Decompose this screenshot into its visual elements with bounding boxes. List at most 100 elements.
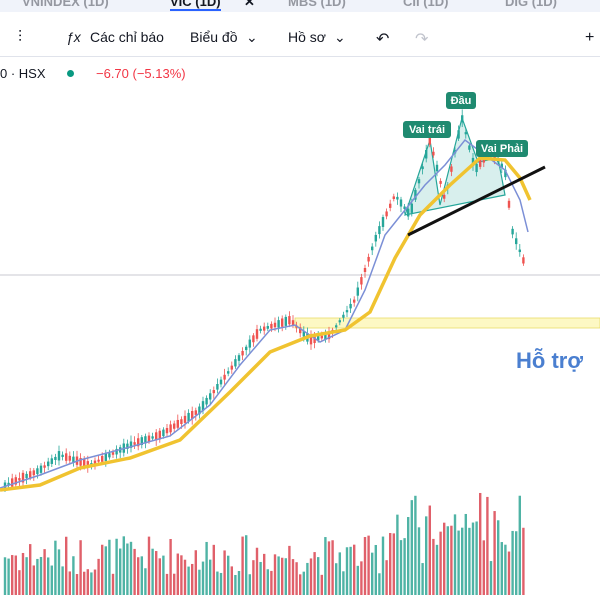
candle xyxy=(72,456,75,463)
volume-bar xyxy=(302,571,305,595)
volume-bar xyxy=(245,535,248,595)
profile-button[interactable]: Hồ sơ xyxy=(288,29,326,45)
candle xyxy=(450,166,453,172)
volume-bar xyxy=(212,544,215,595)
candle xyxy=(320,335,323,339)
volume-bar xyxy=(194,550,197,595)
chart-button[interactable]: Biểu đồ xyxy=(190,29,238,45)
volume-bar xyxy=(450,525,453,595)
candle xyxy=(378,226,381,235)
volume-bar xyxy=(428,505,431,595)
candle xyxy=(259,328,262,331)
candle xyxy=(284,316,287,326)
volume-bar xyxy=(453,514,457,595)
candle xyxy=(126,443,129,449)
tab[interactable]: VIC (1D) xyxy=(170,0,221,11)
volume-bar xyxy=(158,558,161,595)
volume-bar xyxy=(162,555,165,595)
candle xyxy=(443,194,446,199)
volume-bar xyxy=(479,492,482,595)
candle xyxy=(342,314,345,318)
volume-bar xyxy=(518,495,521,595)
candle xyxy=(111,452,115,455)
candle xyxy=(176,419,179,428)
left-shoulder-label: Vai trái xyxy=(409,124,445,136)
candle xyxy=(353,299,356,303)
volume-bar xyxy=(396,514,399,595)
candle xyxy=(21,472,25,483)
volume-bar xyxy=(129,541,133,595)
candle xyxy=(371,246,374,251)
symbol-exchange: 0 · HSX xyxy=(0,66,46,81)
tab[interactable]: MBS (1D) xyxy=(288,0,346,9)
volume-bar xyxy=(511,530,514,595)
volume-bar xyxy=(122,536,125,595)
volume-bar xyxy=(252,560,255,595)
candle xyxy=(403,206,406,210)
volume-bar xyxy=(363,537,367,595)
redo-button[interactable]: ↷ xyxy=(415,31,429,48)
close-icon[interactable]: ✕ xyxy=(244,0,255,9)
candle xyxy=(324,332,327,340)
candle xyxy=(255,329,259,339)
volume-bar xyxy=(266,569,269,595)
candle xyxy=(83,458,86,468)
candle xyxy=(104,453,107,462)
candle xyxy=(317,335,320,341)
candle xyxy=(183,415,187,423)
volume-bar xyxy=(151,548,154,595)
volume-bar xyxy=(32,565,35,595)
candle xyxy=(11,478,14,487)
volume-bar xyxy=(317,557,320,595)
volume-bar xyxy=(90,572,93,595)
volume-bar xyxy=(219,572,223,595)
candle xyxy=(464,132,467,135)
candle xyxy=(18,478,21,481)
volume-bar xyxy=(327,541,331,595)
candle xyxy=(43,465,46,468)
volume-bar xyxy=(425,516,428,595)
volume-bar xyxy=(183,559,187,595)
volume-bar xyxy=(493,511,496,595)
volume-bar xyxy=(39,556,43,595)
candle xyxy=(147,435,151,442)
dropdown-icon[interactable]: ⌄ xyxy=(334,29,346,45)
volume-bar xyxy=(263,553,266,595)
candle xyxy=(97,459,100,462)
volume-bar xyxy=(36,558,39,595)
volume-bar xyxy=(342,571,345,595)
volume-bar xyxy=(457,530,460,595)
volume-bar xyxy=(435,544,439,595)
tab[interactable]: VNINDEX (1D) xyxy=(22,0,109,9)
volume-bar xyxy=(83,571,86,595)
candle xyxy=(349,303,352,309)
volume-bar xyxy=(57,549,61,595)
volume-bar xyxy=(237,571,241,595)
support-zone xyxy=(294,317,600,329)
volume-bar xyxy=(93,569,97,595)
dropdown-icon[interactable]: ⌄ xyxy=(246,29,258,45)
candle xyxy=(281,318,284,327)
indicators-button[interactable]: Các chỉ báo xyxy=(90,29,164,45)
candle xyxy=(180,419,183,425)
candle xyxy=(277,320,280,328)
candle xyxy=(245,346,248,351)
candle xyxy=(227,371,230,374)
candle xyxy=(151,436,154,439)
volume-bar xyxy=(507,551,511,595)
volume-bar xyxy=(29,544,32,595)
fx-icon[interactable]: ƒx xyxy=(66,29,81,45)
candle xyxy=(212,390,215,394)
toolbar: ⫶ ƒx Các chỉ báo Biểu đồ ⌄ Hồ sơ ⌄ ↶ ↷ + xyxy=(0,20,600,57)
volume-bar xyxy=(385,560,388,595)
volume-bar xyxy=(281,557,284,595)
candle xyxy=(115,448,118,455)
candle xyxy=(335,325,338,328)
candle-icon[interactable]: ⫶ xyxy=(18,29,23,46)
add-button[interactable]: + xyxy=(585,29,595,46)
tab[interactable]: CII (1D) xyxy=(403,0,449,9)
undo-button[interactable]: ↶ xyxy=(376,31,390,48)
tab[interactable]: DIG (1D) xyxy=(505,0,557,9)
candle xyxy=(518,249,521,253)
